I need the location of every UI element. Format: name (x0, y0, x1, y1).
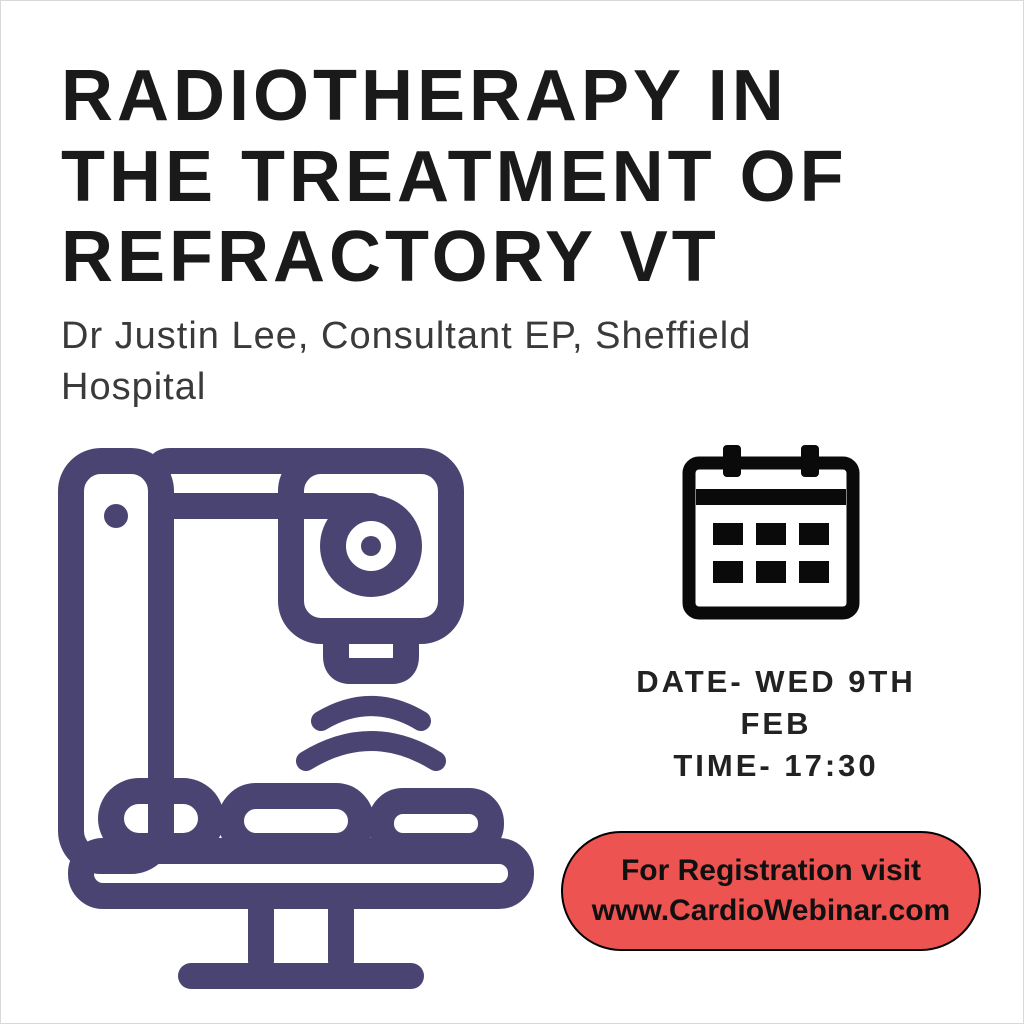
date-line-1: DATE- WED 9TH (591, 661, 961, 703)
date-time-block: DATE- WED 9TH FEB TIME- 17:30 (591, 661, 961, 787)
time-line: TIME- 17:30 (591, 745, 961, 787)
event-title: RADIOTHERAPY IN THE TREATMENT OF REFRACT… (61, 56, 961, 298)
speaker-subtitle: Dr Justin Lee, Consultant EP, Sheffield … (61, 311, 761, 414)
cta-line-2: www.CardioWebinar.com (592, 891, 950, 932)
date-line-2: FEB (591, 703, 961, 745)
cta-line-1: For Registration visit (621, 851, 921, 892)
calendar-icon (681, 441, 861, 621)
radiotherapy-machine-icon (41, 431, 541, 991)
registration-cta[interactable]: For Registration visit www.CardioWebinar… (561, 831, 981, 951)
